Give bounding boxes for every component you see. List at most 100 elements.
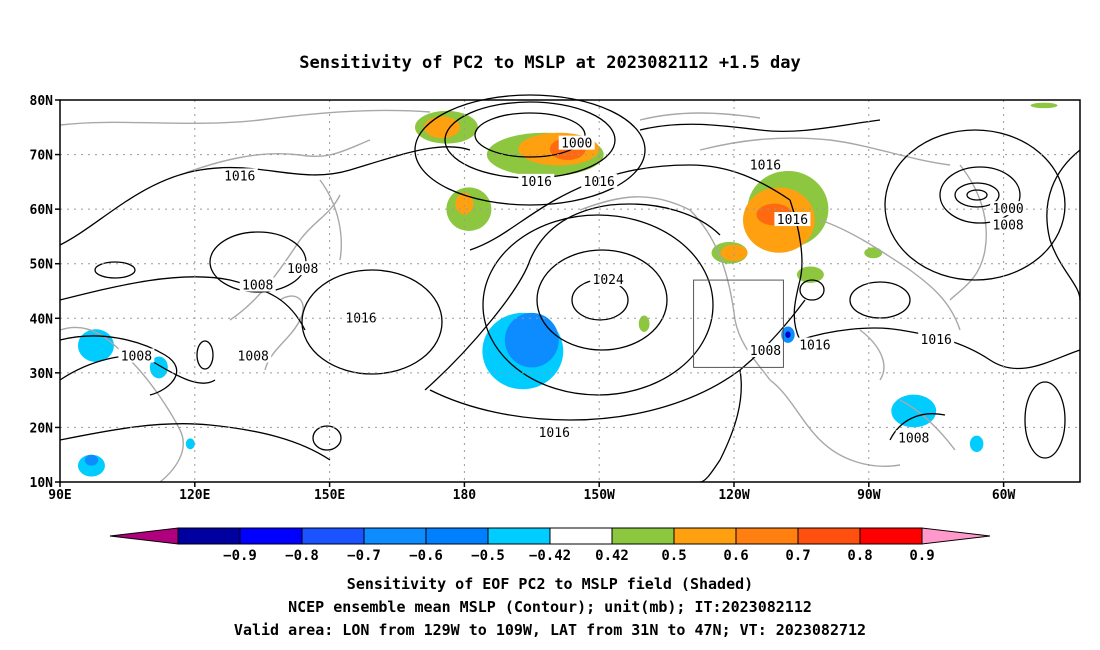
colorbar-label-11: 0.9 bbox=[909, 548, 934, 564]
contour-label-4: 1016 bbox=[750, 158, 781, 173]
colorbar: −0.9 −0.8 −0.7 −0.6 −0.5 −0.42 0.42 0.5 0.6 0.7 0.… bbox=[109, 527, 991, 564]
colorbar-label-8: 0.6 bbox=[723, 548, 748, 564]
y-tick-label-6: 70N bbox=[30, 149, 54, 164]
contour-label-7: 1008 bbox=[992, 219, 1023, 234]
contour-label-bg-13 bbox=[235, 348, 272, 363]
caption-line-1: Sensitivity of EOF PC2 to MSLP field (Sh… bbox=[347, 575, 753, 593]
colorbar-label-7: 0.5 bbox=[661, 548, 686, 564]
shaded-region-17 bbox=[504, 312, 559, 368]
colorbar-high-triangle bbox=[921, 527, 991, 545]
contour-label-bg-5 bbox=[774, 212, 811, 227]
contour-label-16: 1016 bbox=[539, 426, 570, 441]
contour-label-bg-8 bbox=[284, 261, 321, 276]
contour-label-bg-9 bbox=[239, 277, 276, 292]
contour-label-8: 1008 bbox=[287, 262, 318, 277]
shaded-region-20 bbox=[891, 394, 937, 428]
contour-label-bg-3 bbox=[581, 173, 618, 188]
contour-label-bg-2 bbox=[518, 173, 555, 188]
colorbar-label-6: 0.42 bbox=[595, 548, 629, 564]
contour-label-bg-0 bbox=[558, 135, 595, 150]
y-axis-ticks: 10N 20N 30N 40N 50N 60N 70N 80N bbox=[30, 94, 60, 491]
shaded-region-1 bbox=[423, 116, 460, 139]
colorbar-segment-1 bbox=[239, 527, 303, 545]
shaded-region-14 bbox=[864, 247, 883, 259]
y-tick-label-5: 60N bbox=[30, 203, 54, 218]
shaded-region-12 bbox=[796, 266, 824, 283]
colorbar-label-4: −0.5 bbox=[471, 548, 505, 564]
contour-label-13: 1008 bbox=[238, 349, 269, 364]
contour-label-bg-18 bbox=[918, 332, 955, 347]
y-tick-label-2: 30N bbox=[30, 367, 54, 382]
map-panel: 1000 1016 1016 1016 1016 1016 1000 1008 1008 1008… bbox=[59, 94, 1081, 483]
y-tick-label-1: 20N bbox=[30, 421, 54, 436]
caption-line-3: Valid area: LON from 129W to 109W, LAT f… bbox=[234, 621, 866, 639]
contour-label-bg-12 bbox=[118, 348, 155, 363]
contour-label-bg-11 bbox=[343, 310, 380, 325]
shaded-region-23 bbox=[77, 329, 114, 362]
colorbar-label-3: −0.6 bbox=[409, 548, 443, 564]
x-tick-label-4: 150W bbox=[584, 488, 615, 503]
contour-label-9: 1008 bbox=[242, 279, 273, 294]
contour-label-bg-7 bbox=[990, 217, 1027, 232]
colorbar-label-10: 0.8 bbox=[847, 548, 872, 564]
shaded-region-13 bbox=[638, 315, 650, 332]
colorbar-segment-6 bbox=[549, 527, 613, 545]
contour-label-14: 1008 bbox=[750, 344, 781, 359]
shaded-region-11 bbox=[720, 244, 748, 261]
contour-label-bg-4 bbox=[747, 157, 784, 172]
x-tick-label-2: 150E bbox=[314, 488, 345, 503]
shaded-sensitivity-layer bbox=[77, 102, 1058, 477]
grid-lines bbox=[60, 100, 1080, 482]
x-tick-label-7: 60W bbox=[992, 488, 1016, 503]
contour-label-5: 1016 bbox=[777, 213, 808, 228]
colorbar-label-2: −0.7 bbox=[347, 548, 381, 564]
contour-label-12: 1008 bbox=[121, 349, 152, 364]
shaded-region-19 bbox=[785, 331, 791, 338]
valid-area-box bbox=[693, 279, 784, 368]
colorbar-segment-4 bbox=[425, 527, 489, 545]
y-tick-label-4: 50N bbox=[30, 258, 54, 273]
colorbar-label-5: −0.42 bbox=[529, 548, 571, 564]
contour-label-bg-14 bbox=[747, 343, 784, 358]
shaded-region-6 bbox=[455, 192, 474, 215]
contour-label-10: 1024 bbox=[593, 273, 624, 288]
colorbar-segment-7 bbox=[611, 527, 675, 545]
contour-label-18: 1016 bbox=[921, 333, 952, 348]
colorbar-label-1: −0.8 bbox=[285, 548, 319, 564]
contour-label-bg-6 bbox=[990, 201, 1027, 216]
x-tick-label-0: 90E bbox=[48, 488, 71, 503]
colorbar-label-0: −0.9 bbox=[223, 548, 257, 564]
shaded-region-26 bbox=[969, 435, 984, 452]
mslp-contours bbox=[59, 94, 1081, 483]
colorbar-segment-10 bbox=[797, 527, 861, 545]
contour-label-bg-16 bbox=[536, 424, 573, 439]
x-axis-ticks: 90E 120E 150E 180 150W 120W 90W 60W bbox=[48, 482, 1016, 503]
caption-line-2: NCEP ensemble mean MSLP (Contour); unit(… bbox=[288, 598, 812, 616]
x-tick-label-3: 180 bbox=[453, 488, 477, 503]
contour-label-bg-17 bbox=[895, 430, 932, 445]
contour-label-3: 1016 bbox=[584, 175, 615, 190]
shaded-region-25 bbox=[185, 438, 195, 450]
contour-label-2: 1016 bbox=[521, 175, 552, 190]
x-tick-label-5: 120W bbox=[718, 488, 749, 503]
map-frame bbox=[59, 99, 1081, 483]
colorbar-segment-3 bbox=[363, 527, 427, 545]
contour-label-bg-15 bbox=[796, 337, 833, 352]
colorbar-segment-9 bbox=[735, 527, 799, 545]
contour-labels: 1000 1016 1016 1016 1016 1016 1000 1008 1008 1008… bbox=[118, 135, 1027, 446]
colorbar-low-triangle bbox=[109, 527, 179, 545]
colorbar-segment-8 bbox=[673, 527, 737, 545]
colorbar-segment-2 bbox=[301, 527, 365, 545]
colorbar-segment-0 bbox=[177, 527, 241, 545]
contour-label-15: 1016 bbox=[799, 339, 830, 354]
colorbar-label-9: 0.7 bbox=[785, 548, 810, 564]
colorbar-segment-11 bbox=[859, 527, 923, 545]
y-tick-label-3: 40N bbox=[30, 312, 54, 327]
x-tick-label-1: 120E bbox=[179, 488, 210, 503]
y-tick-label-7: 80N bbox=[30, 94, 54, 109]
contour-label-0: 1000 bbox=[561, 137, 592, 152]
shaded-region-22 bbox=[84, 454, 99, 466]
shaded-region-15 bbox=[1030, 102, 1058, 109]
contour-label-6: 1000 bbox=[992, 202, 1023, 217]
